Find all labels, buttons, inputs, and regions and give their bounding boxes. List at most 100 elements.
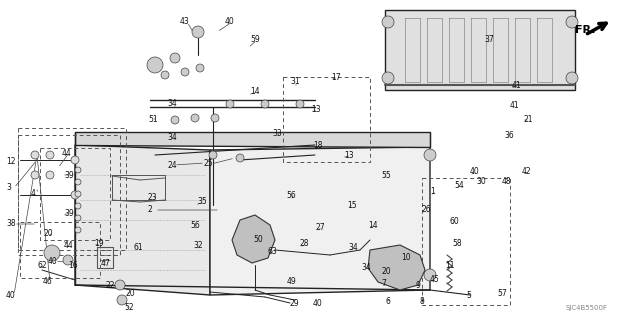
Text: 44: 44	[64, 241, 74, 249]
Circle shape	[191, 114, 199, 122]
Text: FR.: FR.	[575, 25, 595, 35]
Text: 1: 1	[430, 188, 435, 197]
Circle shape	[71, 156, 79, 164]
Circle shape	[44, 245, 60, 261]
Circle shape	[117, 295, 127, 305]
Circle shape	[424, 149, 436, 161]
Text: 21: 21	[523, 115, 532, 124]
Text: 26: 26	[422, 205, 431, 214]
Circle shape	[170, 53, 180, 63]
Text: 47: 47	[101, 258, 111, 268]
Text: 8: 8	[420, 296, 425, 306]
Text: 48: 48	[502, 177, 511, 187]
Circle shape	[75, 227, 81, 233]
Text: 46: 46	[43, 278, 52, 286]
Circle shape	[75, 167, 81, 173]
Circle shape	[211, 114, 219, 122]
Circle shape	[424, 269, 436, 281]
Text: 20: 20	[381, 268, 390, 277]
Circle shape	[566, 16, 578, 28]
Circle shape	[382, 72, 394, 84]
Circle shape	[566, 72, 578, 84]
Text: 6: 6	[385, 298, 390, 307]
Polygon shape	[232, 215, 275, 263]
Text: 39: 39	[64, 170, 74, 180]
Text: 19: 19	[94, 240, 104, 249]
Text: 56: 56	[286, 191, 296, 201]
Text: 23: 23	[148, 194, 157, 203]
Circle shape	[115, 280, 125, 290]
Circle shape	[181, 68, 189, 76]
Text: 40: 40	[6, 291, 16, 300]
Polygon shape	[75, 145, 210, 295]
Circle shape	[296, 100, 304, 108]
Text: 36: 36	[504, 131, 514, 140]
Text: 14: 14	[250, 87, 260, 97]
Circle shape	[382, 16, 394, 28]
Text: 40: 40	[470, 167, 480, 176]
Text: 40: 40	[48, 256, 58, 265]
Text: 28: 28	[300, 240, 310, 249]
Text: 58: 58	[452, 240, 461, 249]
Circle shape	[75, 179, 81, 185]
Text: 39: 39	[64, 209, 74, 218]
Text: 45: 45	[430, 276, 440, 285]
Text: 25: 25	[204, 160, 214, 168]
Text: 55: 55	[381, 170, 391, 180]
Text: 33: 33	[272, 129, 282, 137]
Circle shape	[63, 255, 73, 265]
Text: 32: 32	[193, 241, 203, 250]
Text: 3: 3	[6, 183, 11, 192]
Circle shape	[75, 203, 81, 209]
Text: 31: 31	[290, 78, 300, 86]
Circle shape	[196, 64, 204, 72]
Text: 38: 38	[6, 219, 15, 228]
Circle shape	[161, 71, 169, 79]
Polygon shape	[210, 147, 430, 295]
Text: 9: 9	[415, 280, 420, 290]
Text: 29: 29	[290, 300, 300, 308]
Text: 16: 16	[68, 261, 77, 270]
Text: 22: 22	[106, 280, 115, 290]
Polygon shape	[75, 132, 430, 147]
Circle shape	[31, 151, 39, 159]
Text: 5: 5	[466, 291, 471, 300]
Text: 41: 41	[510, 100, 520, 109]
Text: 2: 2	[148, 205, 153, 214]
Text: 40: 40	[225, 18, 235, 26]
Text: 10: 10	[401, 254, 411, 263]
Circle shape	[31, 171, 39, 179]
Text: 34: 34	[348, 243, 358, 253]
Text: 13: 13	[311, 106, 321, 115]
Circle shape	[261, 100, 269, 108]
Text: 13: 13	[344, 151, 354, 160]
Circle shape	[209, 151, 217, 159]
Text: 57: 57	[497, 288, 507, 298]
Text: 27: 27	[316, 224, 326, 233]
Text: 12: 12	[6, 158, 15, 167]
Text: 34: 34	[167, 100, 177, 108]
Circle shape	[46, 171, 54, 179]
Circle shape	[75, 215, 81, 221]
Text: 35: 35	[197, 197, 207, 206]
Text: 61: 61	[134, 243, 143, 253]
Text: 24: 24	[167, 160, 177, 169]
Text: 7: 7	[381, 279, 386, 288]
Text: 59: 59	[250, 35, 260, 44]
Circle shape	[236, 154, 244, 162]
Text: 42: 42	[522, 167, 532, 176]
Text: 30: 30	[476, 177, 486, 187]
Text: 40: 40	[313, 300, 323, 308]
Text: 20: 20	[125, 288, 134, 298]
Text: 11: 11	[445, 261, 454, 270]
Text: 20: 20	[44, 229, 54, 239]
Polygon shape	[385, 10, 575, 90]
Text: 62: 62	[38, 262, 47, 271]
Circle shape	[46, 151, 54, 159]
Text: 49: 49	[287, 278, 297, 286]
Polygon shape	[368, 245, 425, 290]
Text: SJC4B5500F: SJC4B5500F	[566, 305, 608, 311]
Circle shape	[171, 116, 179, 124]
Text: 44: 44	[62, 149, 72, 158]
Text: 17: 17	[331, 72, 340, 81]
